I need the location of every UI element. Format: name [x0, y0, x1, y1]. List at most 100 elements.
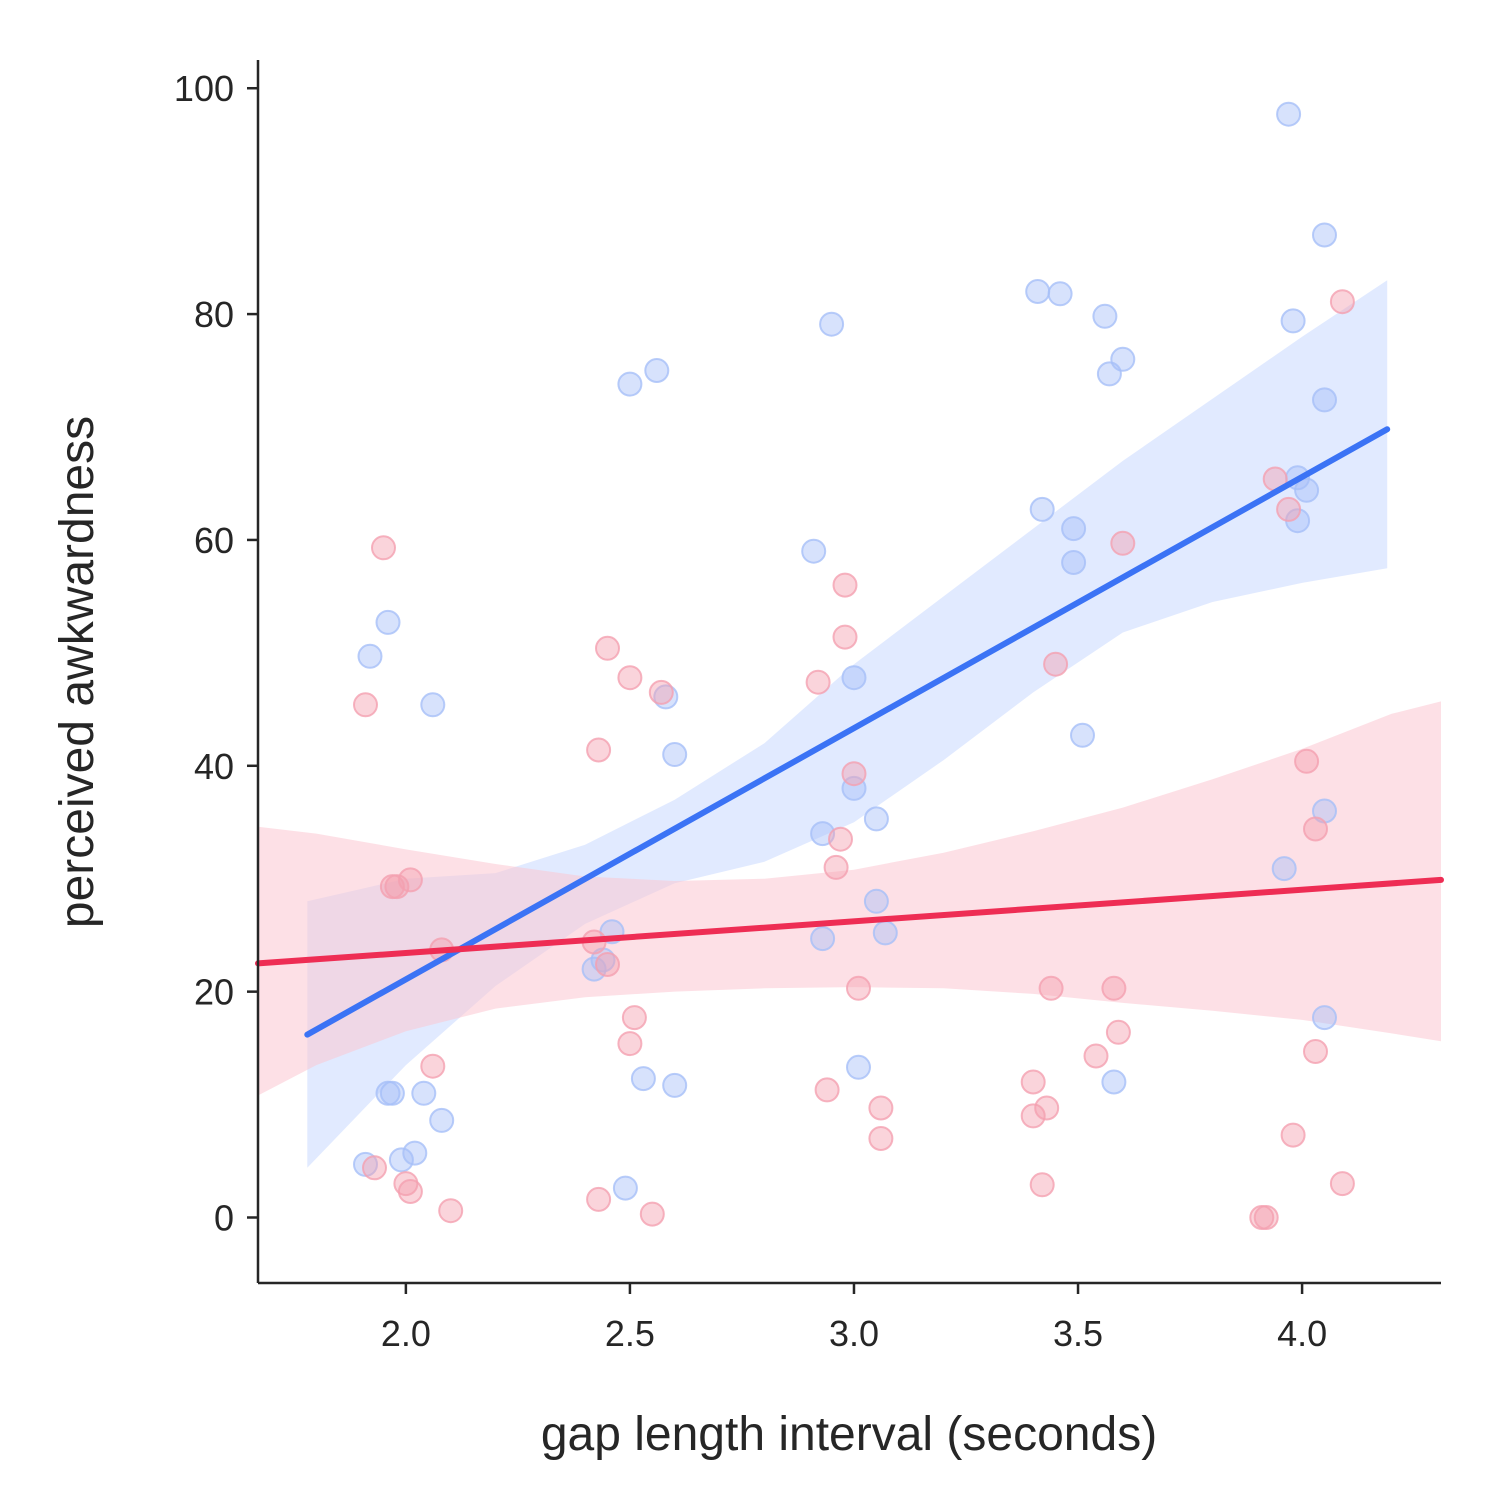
y-tick-label: 100	[174, 68, 234, 109]
data-point	[397, 867, 423, 893]
data-point	[438, 1198, 464, 1224]
y-tick-label: 80	[194, 294, 234, 335]
data-point	[1329, 1171, 1355, 1197]
data-point	[617, 371, 643, 397]
data-point	[586, 737, 612, 763]
data-point	[819, 311, 845, 337]
data-point	[371, 535, 396, 561]
data-point	[1070, 722, 1095, 748]
confidence-band-1	[258, 701, 1441, 1096]
data-point	[1061, 516, 1087, 542]
data-point	[1276, 496, 1302, 522]
data-point	[805, 669, 831, 695]
axes	[256, 60, 1441, 1285]
data-point	[429, 1107, 455, 1133]
data-point	[810, 926, 836, 952]
confidence-band-0	[307, 280, 1388, 1168]
data-point	[846, 975, 871, 1001]
data-point	[841, 665, 867, 691]
x-axis-title: gap length interval (seconds)	[541, 1408, 1157, 1461]
regression-lines	[255, 426, 1444, 1038]
data-point	[411, 1080, 437, 1106]
data-point	[379, 1080, 405, 1106]
regression-line-1	[255, 876, 1444, 967]
x-tick-label: 2.5	[605, 1313, 655, 1354]
data-point	[1110, 530, 1136, 556]
data-point	[621, 1005, 647, 1031]
regression-line-0	[304, 426, 1391, 1038]
data-point	[1029, 496, 1055, 522]
data-point	[1105, 1019, 1131, 1045]
data-point	[630, 1066, 656, 1092]
data-point	[1312, 222, 1337, 248]
data-point	[353, 692, 378, 718]
data-point	[397, 1179, 423, 1204]
data-point	[362, 1155, 387, 1181]
confidence-bands	[258, 280, 1441, 1168]
y-ticks: 0 20 40 60 80 100	[174, 68, 258, 1239]
data-point	[1038, 975, 1064, 1001]
data-point	[617, 665, 643, 691]
data-point	[648, 679, 674, 705]
x-tick-label: 4.0	[1277, 1313, 1327, 1354]
data-point	[1101, 1069, 1127, 1095]
data-point	[841, 761, 867, 787]
data-point	[832, 572, 858, 598]
y-tick-label: 40	[194, 746, 234, 787]
data-point	[1047, 281, 1073, 307]
data-point	[595, 952, 620, 977]
x-tick-label: 2.0	[381, 1313, 431, 1354]
data-point	[1280, 308, 1306, 334]
data-point	[832, 624, 858, 650]
data-point	[1280, 1122, 1306, 1148]
data-point	[1312, 1005, 1337, 1031]
data-point	[1043, 651, 1069, 677]
data-point	[863, 888, 889, 914]
data-point	[617, 1031, 643, 1057]
data-point	[828, 826, 853, 852]
data-point	[863, 806, 889, 832]
data-point	[402, 1140, 428, 1166]
data-point	[639, 1201, 665, 1227]
x-tick-label: 3.5	[1053, 1313, 1103, 1354]
data-points	[353, 101, 1355, 1230]
y-tick-label: 20	[194, 972, 234, 1013]
data-point	[1034, 1095, 1060, 1121]
data-point	[1020, 1103, 1046, 1129]
data-point	[653, 684, 679, 710]
data-point	[1020, 1069, 1046, 1095]
data-point	[1061, 550, 1087, 575]
data-point	[388, 1147, 414, 1173]
data-point	[1329, 289, 1355, 315]
data-point	[1101, 975, 1127, 1001]
data-point	[420, 1053, 446, 1079]
data-point	[1294, 477, 1320, 503]
data-point	[1025, 279, 1051, 304]
y-axis-title: perceived awkwardness	[51, 416, 104, 928]
x-ticks: 2.0 2.5 3.0 3.5 4.0	[381, 1283, 1327, 1354]
data-point	[586, 1186, 612, 1212]
data-point	[1303, 816, 1328, 842]
data-point	[872, 920, 898, 946]
x-tick-label: 3.0	[829, 1313, 879, 1354]
data-point	[581, 956, 607, 982]
data-point	[662, 742, 688, 767]
data-point	[644, 358, 670, 383]
data-point	[868, 1126, 894, 1151]
data-point	[595, 635, 620, 661]
data-point	[1303, 1039, 1328, 1064]
data-point	[846, 1054, 871, 1080]
data-point	[1276, 101, 1302, 127]
data-point	[1083, 1043, 1109, 1069]
data-point	[868, 1095, 894, 1121]
y-tick-label: 0	[214, 1198, 234, 1239]
y-tick-label: 60	[194, 520, 234, 561]
data-point	[1110, 346, 1136, 372]
data-point	[357, 643, 383, 669]
data-point	[1271, 856, 1297, 882]
data-point	[1029, 1172, 1055, 1198]
data-point	[1092, 303, 1118, 329]
data-point	[1312, 387, 1337, 413]
data-point	[662, 1072, 688, 1098]
data-point	[1294, 748, 1320, 774]
